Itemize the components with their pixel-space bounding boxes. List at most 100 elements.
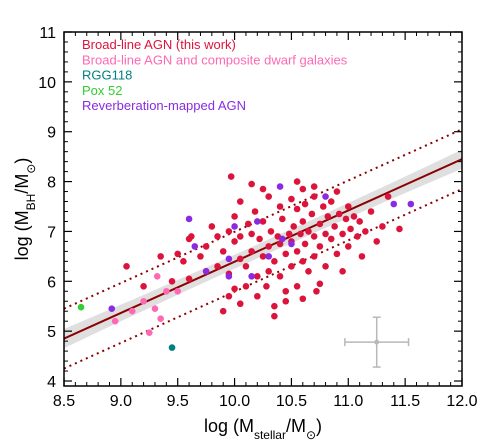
data-point-broad-line-agn-this-work [301,240,309,248]
y-axis-title: log (MBH/M⊙) [12,158,38,261]
legend-entry: RGG118 [82,68,132,83]
data-point-broad-line-agn-this-work [316,220,324,228]
data-point-broad-line-agn-this-work [251,208,259,215]
data-point-broad-line-agn-this-work [236,233,244,240]
data-point-broad-line-agn-this-work [342,215,350,223]
data-point-broad-line-agn-this-work [271,258,278,265]
data-point-broad-line-agn-and-composite-dwarf-galaxies [157,315,164,322]
data-point-broad-line-agn-this-work [285,230,293,238]
data-point-broad-line-agn-this-work [197,253,204,260]
data-point-broad-line-agn-and-composite-dwarf-galaxies [174,287,182,295]
data-point-broad-line-agn-this-work [327,235,335,243]
legend-entry: Reverberation-mapped AGN [82,98,246,113]
data-point-reverberation-mapped-agn [108,305,116,313]
data-point-broad-line-agn-this-work [282,250,290,258]
data-point-broad-line-agn-this-work [254,273,261,280]
data-point-broad-line-agn-this-work [313,287,320,295]
data-point-broad-line-agn-this-work [231,285,238,293]
data-point-broad-line-agn-this-work [263,282,270,290]
data-point-broad-line-agn-this-work [271,302,278,310]
data-point-reverberation-mapped-agn [191,243,199,250]
data-point-broad-line-agn-this-work [256,235,263,243]
data-point-broad-line-agn-this-work [271,312,278,320]
data-point-broad-line-agn-this-work [174,250,182,258]
data-point-broad-line-agn-this-work [248,230,255,238]
x-axis-title: log (Mstellar/M⊙) [204,416,322,442]
data-point-broad-line-agn-this-work [396,225,403,233]
data-point-broad-line-agn-and-composite-dwarf-galaxies [111,317,119,325]
data-point-broad-line-agn-this-work [350,213,358,220]
data-point-broad-line-agn-this-work [333,250,341,258]
data-point-broad-line-agn-this-work [299,295,307,303]
data-point-broad-line-agn-this-work [316,243,324,250]
data-point-broad-line-agn-this-work [248,248,255,255]
data-point-broad-line-agn-this-work [254,292,261,300]
fit-upper-scatter-line [64,128,462,310]
data-point-broad-line-agn-this-work [324,213,332,220]
data-point-broad-line-agn-this-work [331,223,338,230]
legend-entry: Broad-line AGN (this work) [82,37,236,52]
x-tick-label: 9.0 [110,393,132,410]
data-point-reverberation-mapped-agn [254,218,261,225]
data-point-broad-line-agn-this-work [265,243,272,250]
data-point-broad-line-agn-this-work [185,275,193,283]
data-point-broad-line-agn-this-work [335,210,343,218]
data-point-broad-line-agn-and-composite-dwarf-galaxies [153,273,161,280]
data-point-broad-line-agn-this-work [293,248,301,255]
data-point-broad-line-agn-this-work [259,185,267,193]
data-point-broad-line-agn-this-work [339,230,346,238]
y-tick-label: 7 [47,224,56,241]
data-point-broad-line-agn-this-work [259,218,267,225]
data-point-broad-line-agn-this-work [282,297,290,305]
data-point-pox-52 [77,303,85,311]
data-point-reverberation-mapped-agn [231,223,238,230]
data-point-broad-line-agn-this-work [225,228,233,235]
data-point-broad-line-agn-this-work [293,282,301,290]
data-point-broad-line-agn-this-work [185,235,193,243]
data-point-broad-line-agn-this-work [310,183,318,190]
legend-entry: Broad-line AGN and composite dwarf galax… [82,52,348,67]
data-point-broad-line-agn-this-work [367,208,375,215]
data-point-broad-line-agn-this-work [214,233,221,240]
x-tick-label: 11.5 [390,393,420,410]
data-point-broad-line-agn-this-work [299,258,307,265]
data-point-broad-line-agn-this-work [362,228,369,235]
data-point-broad-line-agn-this-work [290,223,298,230]
data-point-broad-line-agn-this-work [244,220,252,228]
data-point-broad-line-agn-this-work [322,230,329,238]
data-point-reverberation-mapped-agn [279,235,286,243]
data-point-broad-line-agn-this-work [267,228,275,235]
data-point-broad-line-agn-this-work [265,193,272,200]
data-point-broad-line-agn-this-work [293,205,301,213]
data-point-reverberation-mapped-agn [322,193,329,200]
plot-frame [63,31,463,387]
y-tick-label: 11 [39,25,56,42]
data-point-broad-line-agn-this-work [288,195,295,203]
data-point-broad-line-agn-this-work [236,198,244,205]
data-point-broad-line-agn-this-work [279,215,286,223]
data-point-broad-line-agn-this-work [327,198,335,205]
data-point-broad-line-agn-this-work [208,223,216,230]
data-point-reverberation-mapped-agn [185,215,193,223]
y-tick-label: 9 [47,125,56,142]
data-point-broad-line-agn-this-work [140,282,147,290]
y-tick-label: 4 [47,374,56,391]
x-tick-label: 11.0 [333,393,363,410]
data-point-reverberation-mapped-agn [202,268,210,275]
data-point-broad-line-agn-this-work [373,238,381,245]
data-point-broad-line-agn-and-composite-dwarf-galaxies [140,297,147,305]
data-point-broad-line-agn-this-work [310,193,318,200]
x-tick-label: 12.0 [446,393,477,410]
data-point-broad-line-agn-this-work [123,263,130,270]
data-point-broad-line-agn-this-work [288,263,295,270]
data-point-broad-line-agn-this-work [242,282,250,290]
data-point-broad-line-agn-this-work [227,173,235,180]
data-point-broad-line-agn-and-composite-dwarf-galaxies [128,307,136,315]
data-point-broad-line-agn-this-work [276,203,284,210]
data-point-broad-line-agn-this-work [276,240,284,248]
data-point-broad-line-agn-this-work [242,263,250,270]
data-point-broad-line-agn-this-work [356,218,363,225]
data-point-broad-line-agn-this-work [157,253,164,260]
data-point-broad-line-agn-this-work [310,233,318,240]
